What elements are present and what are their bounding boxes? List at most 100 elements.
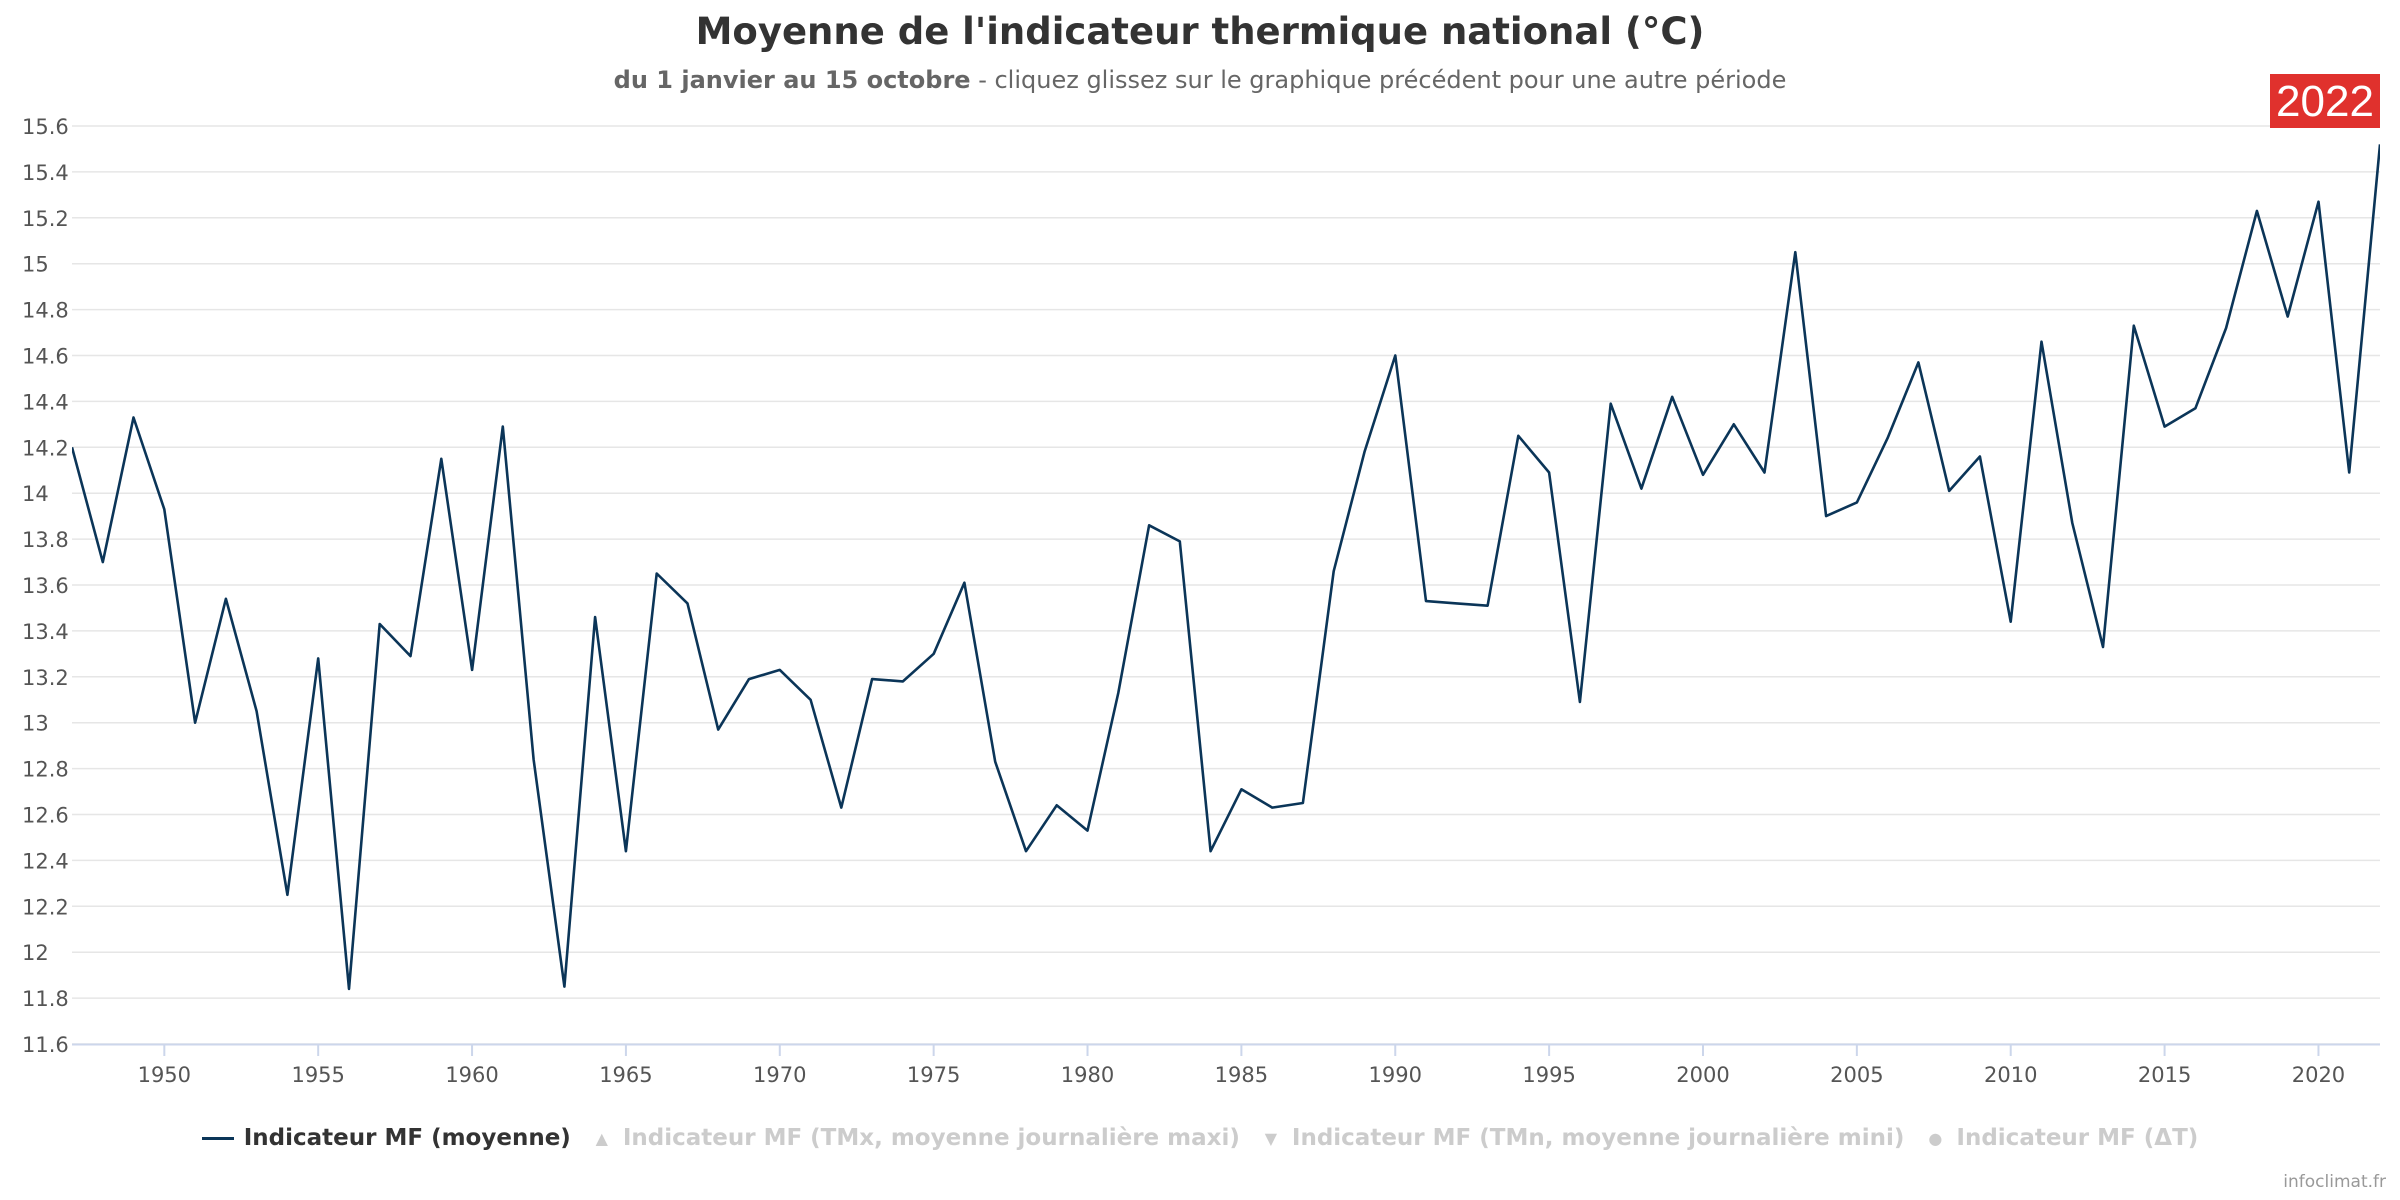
y-tick-label: 13 bbox=[22, 712, 49, 736]
data-point-1986 bbox=[1267, 803, 1277, 813]
data-point-1972 bbox=[836, 803, 846, 813]
x-tick-label: 1975 bbox=[907, 1063, 960, 1087]
data-point-1976 bbox=[959, 578, 969, 588]
y-tick-label: 13.4 bbox=[22, 620, 69, 644]
circle-icon: ● bbox=[1928, 1128, 1943, 1148]
legend-item-delta[interactable]: ● Indicateur MF (ΔT) bbox=[1924, 1125, 2198, 1151]
data-point-1994 bbox=[1513, 431, 1523, 441]
legend-line-symbol bbox=[201, 1136, 234, 1140]
y-tick-label: 15.4 bbox=[22, 161, 69, 185]
data-point-1988 bbox=[1329, 566, 1339, 576]
data-point-1956 bbox=[344, 984, 354, 994]
data-point-2006 bbox=[1883, 433, 1893, 443]
y-tick-label: 12.4 bbox=[22, 849, 69, 873]
data-point-1963 bbox=[559, 982, 569, 992]
data-point-1965 bbox=[621, 846, 631, 856]
data-point-2009 bbox=[1975, 451, 1985, 461]
data-point-2014 bbox=[2129, 321, 2139, 331]
data-point-1959 bbox=[436, 454, 446, 464]
data-point-2013 bbox=[2098, 642, 2108, 652]
data-point-2008 bbox=[1944, 486, 1954, 496]
data-point-2005 bbox=[1852, 497, 1862, 507]
data-point-1951 bbox=[190, 718, 200, 728]
data-point-1973 bbox=[867, 674, 877, 684]
y-tick-label: 13.8 bbox=[22, 528, 69, 552]
data-point-1969 bbox=[744, 674, 754, 684]
legend-label: Indicateur MF (ΔT) bbox=[1956, 1125, 2199, 1151]
legend-item-moyenne[interactable]: Indicateur MF (moyenne) bbox=[201, 1125, 571, 1151]
x-tick-label: 2010 bbox=[1984, 1063, 2037, 1087]
data-point-2007 bbox=[1913, 357, 1923, 367]
x-tick-label: 1965 bbox=[599, 1063, 652, 1087]
data-point-1992 bbox=[1452, 598, 1462, 608]
y-tick-label: 13.6 bbox=[22, 574, 69, 598]
data-point-1995 bbox=[1544, 468, 1554, 478]
x-tick-label: 1985 bbox=[1215, 1063, 1268, 1087]
triangle-down-icon: ▼ bbox=[1264, 1128, 1278, 1148]
data-point-1958 bbox=[406, 651, 416, 661]
x-tick-label: 1990 bbox=[1369, 1063, 1422, 1087]
data-point-1957 bbox=[375, 619, 385, 629]
y-tick-label: 12.2 bbox=[22, 895, 69, 919]
x-tick-label: 1950 bbox=[138, 1063, 191, 1087]
year-highlight-badge bbox=[2270, 74, 2380, 128]
y-tick-label: 15.2 bbox=[22, 207, 69, 231]
data-point-1964 bbox=[590, 612, 600, 622]
chart-subtitle: du 1 janvier au 15 octobre - cliquez gli… bbox=[0, 66, 2400, 94]
data-point-1996 bbox=[1575, 697, 1585, 707]
data-point-1950 bbox=[159, 504, 169, 514]
x-tick-label: 2020 bbox=[2292, 1063, 2345, 1087]
data-point-2020 bbox=[2313, 197, 2323, 207]
legend-item-tmn[interactable]: ▼ Indicateur MF (TMn, moyenne journalièr… bbox=[1260, 1125, 1905, 1151]
data-point-2002 bbox=[1760, 468, 1770, 478]
y-tick-label: 12.8 bbox=[22, 758, 69, 782]
data-point-1983 bbox=[1175, 536, 1185, 546]
data-point-1997 bbox=[1606, 399, 1616, 409]
data-point-1990 bbox=[1390, 351, 1400, 361]
x-tick-label: 1995 bbox=[1522, 1063, 1575, 1087]
data-point-1949 bbox=[129, 412, 139, 422]
y-tick-label: 14.8 bbox=[22, 299, 69, 323]
data-point-1991 bbox=[1421, 596, 1431, 606]
x-tick-label: 2005 bbox=[1830, 1063, 1883, 1087]
series-line bbox=[72, 144, 2380, 991]
y-tick-label: 14.4 bbox=[22, 390, 69, 414]
data-point-1955 bbox=[313, 653, 323, 663]
x-tick-label: 1960 bbox=[445, 1063, 498, 1087]
data-point-1999 bbox=[1667, 392, 1677, 402]
subtitle-period: du 1 janvier au 15 octobre bbox=[613, 66, 971, 94]
x-tick-label: 1980 bbox=[1061, 1063, 1114, 1087]
year-highlight-label: 2022 bbox=[2276, 77, 2374, 126]
subtitle-hint: - cliquez glissez sur le graphique précé… bbox=[970, 66, 1787, 94]
y-tick-label: 13.2 bbox=[22, 666, 69, 690]
data-point-2001 bbox=[1729, 419, 1739, 429]
data-point-2015 bbox=[2160, 422, 2170, 432]
data-point-1970 bbox=[775, 665, 785, 675]
data-point-1953 bbox=[252, 706, 262, 716]
credit-link[interactable]: infoclimat.fr bbox=[2283, 1172, 2386, 1192]
data-point-1998 bbox=[1636, 484, 1646, 494]
data-point-1978 bbox=[1021, 846, 1031, 856]
data-point-1967 bbox=[682, 598, 692, 608]
y-tick-label: 11.8 bbox=[22, 987, 69, 1011]
data-point-1980 bbox=[1083, 826, 1093, 836]
data-point-1954 bbox=[282, 890, 292, 900]
y-tick-label: 15.6 bbox=[22, 115, 69, 139]
triangle-up-icon: ▲ bbox=[595, 1128, 608, 1148]
data-point-1979 bbox=[1052, 800, 1062, 810]
y-tick-label: 14.6 bbox=[22, 345, 69, 369]
legend: Indicateur MF (moyenne) ▲ Indicateur MF … bbox=[0, 1125, 2400, 1151]
data-point-1971 bbox=[806, 695, 816, 705]
data-point-2012 bbox=[2067, 518, 2077, 528]
data-point-1993 bbox=[1483, 601, 1493, 611]
legend-item-tmx[interactable]: ▲ Indicateur MF (TMx, moyenne journalièr… bbox=[591, 1125, 1240, 1151]
legend-label: Indicateur MF (TMx, moyenne journalière … bbox=[622, 1125, 1240, 1151]
data-point-1952 bbox=[221, 594, 231, 604]
y-tick-label: 12.6 bbox=[22, 804, 69, 828]
data-point-1987 bbox=[1298, 798, 1308, 808]
data-point-1985 bbox=[1236, 784, 1246, 794]
y-tick-label: 14.2 bbox=[22, 436, 69, 460]
legend-label: Indicateur MF (moyenne) bbox=[243, 1125, 571, 1151]
data-point-2019 bbox=[2283, 311, 2293, 321]
